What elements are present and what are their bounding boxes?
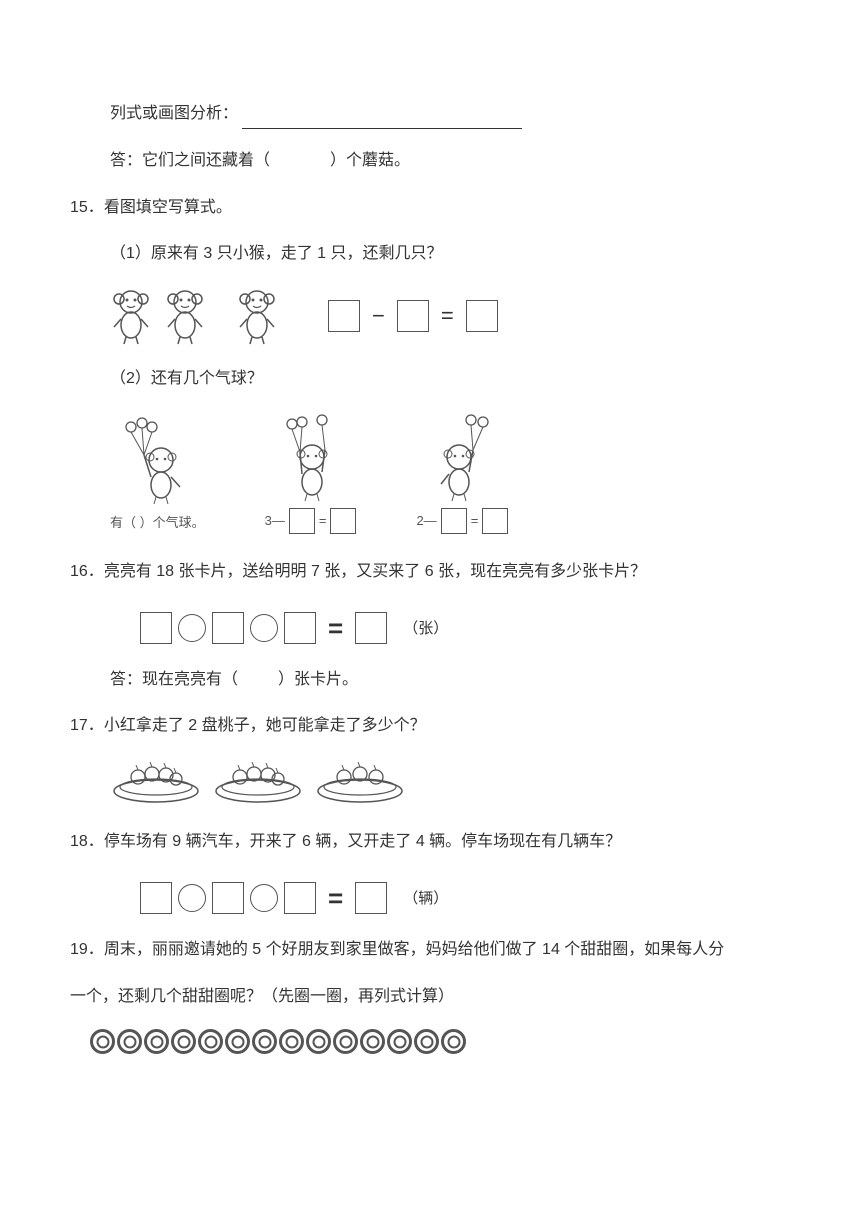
analysis-label: 列式或画图分析： [110,105,238,122]
q16: 16．亮亮有 18 张卡片，送给明明 7 张，又买来了 6 张，现在亮亮有多少张… [70,558,790,587]
q16-answer-suffix: ）张卡片。 [278,671,358,688]
minus-sign: − [372,296,385,336]
balloon-caption-1: 有（ ）个气球。 [110,511,205,534]
q19-line1: 19．周末，丽丽邀请她的 5 个好朋友到家里做客，妈妈给他们做了 14 个甜甜圈… [70,936,790,965]
input-box[interactable] [140,882,172,914]
operator-circle[interactable] [250,614,278,642]
q17-number: 17． [70,717,104,734]
three-minus-label: 3— [265,509,285,532]
donut-icon [171,1029,196,1054]
input-box[interactable] [284,612,316,644]
q18: 18．停车场有 9 辆汽车，开来了 6 辆，又开走了 4 辆。停车场现在有几辆车… [70,828,790,857]
operator-circle[interactable] [178,614,206,642]
q16-answer-prefix: 答：现在亮亮有（ [110,671,238,688]
q16-answer: 答：现在亮亮有（ ）张卡片。 [70,666,790,695]
q16-equation: = （张） [140,605,790,652]
operator-circle[interactable] [250,884,278,912]
donut-row [90,1029,790,1054]
balloon-eq-2: 3— = [265,508,357,534]
donut-icon [441,1029,466,1054]
donut-icon [90,1029,115,1054]
input-box[interactable] [441,508,467,534]
q15-monkeys-row: − = [110,287,790,345]
balloon-item-3: 2— = [416,412,508,534]
q17-plates [110,759,790,804]
input-box[interactable] [140,612,172,644]
answer-mushroom-line: 答：它们之间还藏着（ ）个蘑菇。 [70,147,790,176]
input-box[interactable] [284,882,316,914]
q15-balloon-row: 有（ ）个气球。 3— = [110,412,790,534]
monkey-icon [110,287,152,345]
donut-icon [252,1029,277,1054]
q18-equation: = （辆） [140,875,790,922]
q17-title: 小红拿走了 2 盘桃子，她可能拿走了多少个？ [104,717,426,734]
q15-part2: （2）还有几个气球？ [70,365,790,394]
analysis-blank[interactable] [242,113,522,129]
answer-prefix: 答：它们之间还藏着（ [110,152,270,169]
monkey-balloons-icon [421,412,503,502]
q19-number: 19． [70,941,104,958]
donut-icon [414,1029,439,1054]
input-box[interactable] [355,612,387,644]
q19-title-a: 周末，丽丽邀请她的 5 个好朋友到家里做客，妈妈给他们做了 14 个甜甜圈，如果… [104,941,724,958]
input-box[interactable] [482,508,508,534]
monkey-group [110,287,278,345]
input-box[interactable] [328,300,360,332]
q17: 17．小红拿走了 2 盘桃子，她可能拿走了多少个？ [70,712,790,741]
analysis-line: 列式或画图分析： [70,100,790,129]
answer-suffix: ）个蘑菇。 [330,152,410,169]
input-box[interactable] [355,882,387,914]
balloon-eq-3: 2— = [416,508,508,534]
eq-label: = [471,509,479,532]
peach-plate-icon [110,759,202,804]
donut-icon [360,1029,385,1054]
balloon-item-1: 有（ ）个气球。 [110,415,205,534]
equals-sign: = [328,875,343,922]
donut-icon [387,1029,412,1054]
q15-title: 看图填空写算式。 [104,199,232,216]
input-box[interactable] [397,300,429,332]
peach-plate-icon [314,759,406,804]
donut-icon [306,1029,331,1054]
operator-circle[interactable] [178,884,206,912]
monkey-balloons-icon [270,412,352,502]
q15-part1-equation: − = [328,296,498,336]
q15: 15．看图填空写算式。 [70,194,790,223]
q15-part1: （1）原来有 3 只小猴，走了 1 只，还剩几只？ [70,240,790,269]
donut-icon [144,1029,169,1054]
eq-label: = [319,509,327,532]
peach-plate-icon [212,759,304,804]
balloon-item-2: 3— = [265,412,357,534]
donut-icon [198,1029,223,1054]
q19-line2: 一个，还剩几个甜甜圈呢？（先圈一圈，再列式计算） [70,983,790,1012]
q16-title: 亮亮有 18 张卡片，送给明明 7 张，又买来了 6 张，现在亮亮有多少张卡片？ [104,563,646,580]
q15-number: 15． [70,199,104,216]
input-box[interactable] [212,882,244,914]
monkey-icon [164,287,206,345]
equals-sign: = [441,296,454,336]
q18-title: 停车场有 9 辆汽车，开来了 6 辆，又开走了 4 辆。停车场现在有几辆车？ [104,833,621,850]
q18-number: 18． [70,833,104,850]
input-box[interactable] [466,300,498,332]
donut-icon [333,1029,358,1054]
q16-number: 16． [70,563,104,580]
donut-icon [225,1029,250,1054]
q18-unit: （辆） [403,885,448,912]
equals-sign: = [328,605,343,652]
donut-icon [279,1029,304,1054]
two-minus-label: 2— [416,509,436,532]
q16-unit: （张） [403,615,448,642]
donut-icon [117,1029,142,1054]
input-box[interactable] [330,508,356,534]
input-box[interactable] [212,612,244,644]
monkey-icon [236,287,278,345]
monkey-balloons-icon [116,415,198,505]
input-box[interactable] [289,508,315,534]
